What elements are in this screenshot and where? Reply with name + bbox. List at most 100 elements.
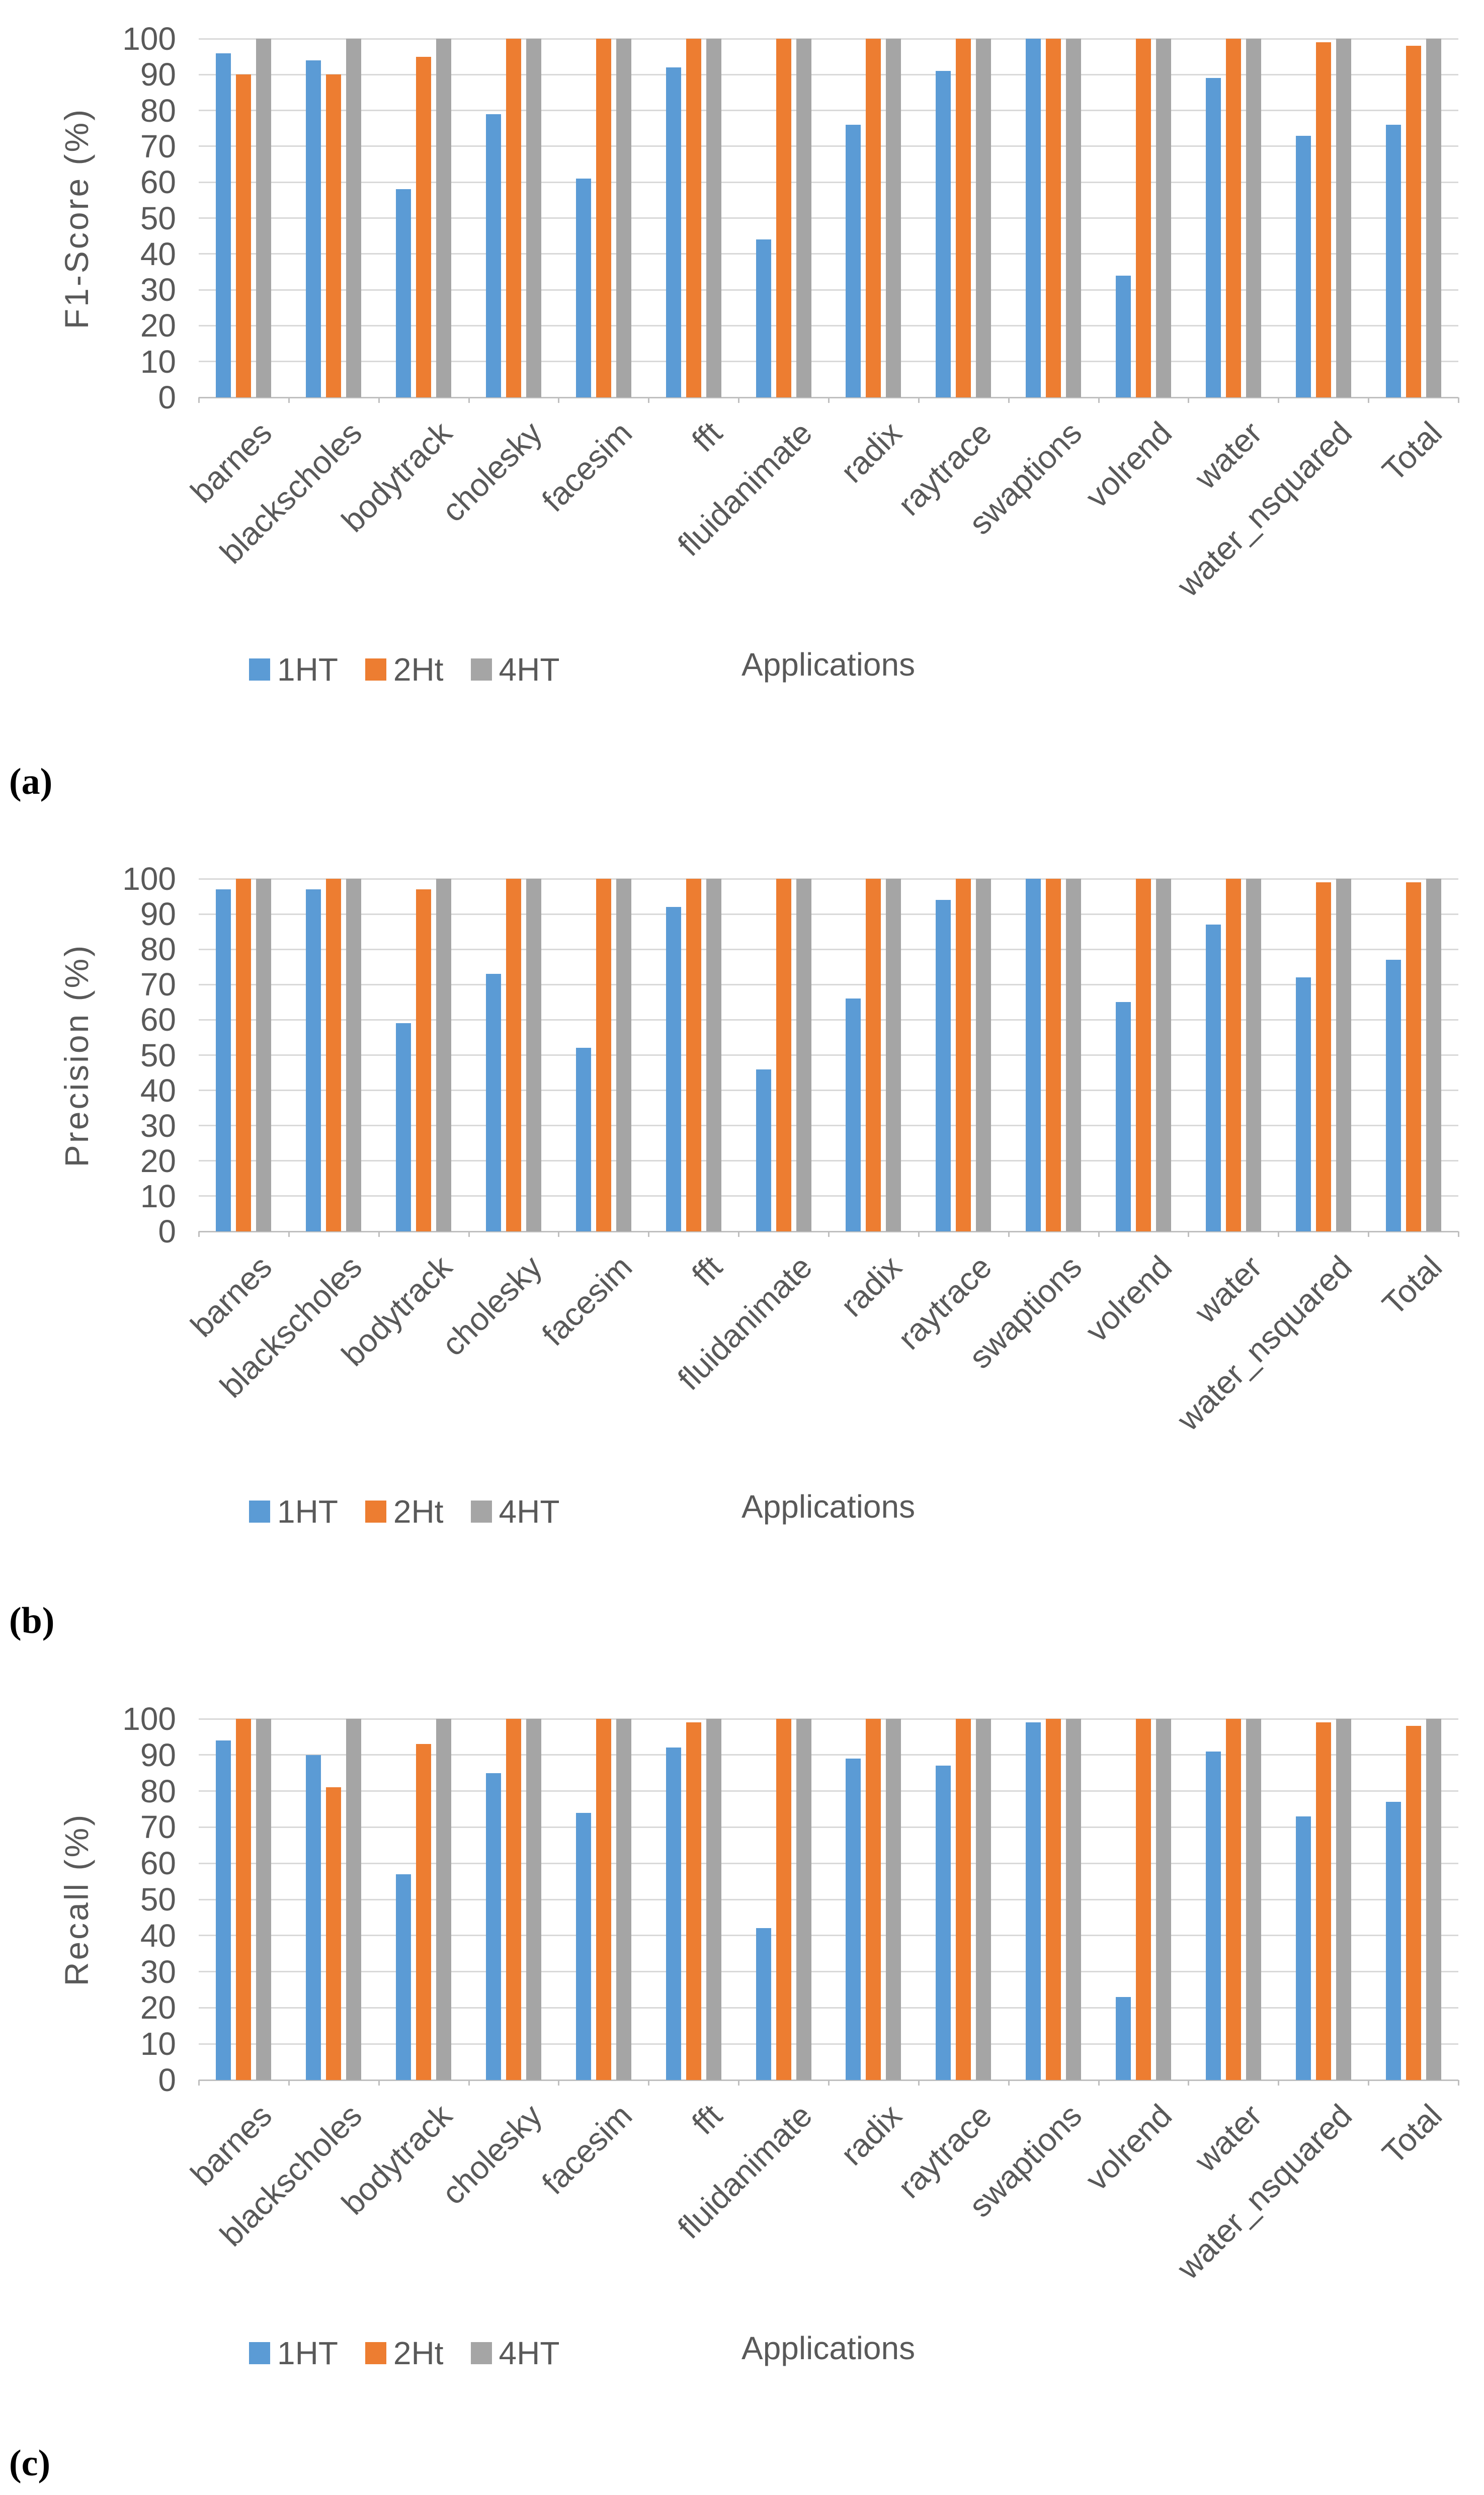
y-tick-label: 70: [140, 128, 176, 164]
bar: [956, 39, 971, 397]
bar: [686, 879, 701, 1231]
gridline: [199, 1935, 1458, 1937]
plot-area: [198, 878, 1459, 1237]
bar: [236, 1719, 252, 2080]
gridline: [199, 145, 1458, 147]
bar: [1026, 879, 1041, 1231]
category-axis-tick: [558, 1231, 560, 1237]
category-axis-tick: [648, 397, 650, 403]
gridline: [199, 253, 1458, 255]
bar: [596, 879, 611, 1231]
legend-swatch: [470, 658, 492, 681]
bar: [526, 879, 541, 1231]
chart-f1-score: F1-Score (%) 0 10 20 30 40 50 60 70 80 90 100 barnes…: [0, 0, 1484, 805]
bar: [326, 879, 342, 1231]
bar: [616, 1719, 631, 2080]
bar: [756, 1069, 771, 1231]
bar: [886, 1719, 901, 2080]
legend-item: 4HT: [470, 651, 559, 688]
y-tick-label: 80: [140, 931, 176, 968]
bar: [346, 879, 362, 1231]
bar: [846, 999, 861, 1231]
bar: [596, 1719, 611, 2080]
legend-label: 1HT: [277, 2335, 338, 2371]
bar: [575, 179, 591, 397]
y-tick-label: 90: [140, 56, 176, 93]
bar: [756, 239, 771, 397]
bar: [1066, 879, 1082, 1231]
y-tick-label: 10: [140, 343, 176, 380]
panel-label: (c): [9, 2443, 51, 2484]
category-axis-tick: [1098, 397, 1100, 403]
bar: [1116, 1997, 1131, 2080]
bar: [1385, 960, 1401, 1231]
category-axis-tick: [468, 397, 470, 403]
legend: 1HT 2Ht 4HT: [249, 1493, 559, 1530]
gridline: [199, 1826, 1458, 1828]
bar: [1026, 39, 1041, 397]
legend-swatch: [249, 658, 270, 681]
bar: [1156, 879, 1171, 1231]
category-axis-tick: [828, 397, 830, 403]
category-axis-tick: [1098, 1231, 1100, 1237]
bar: [846, 125, 861, 397]
y-tick-label: 100: [122, 861, 176, 897]
y-tick-label: 0: [158, 379, 176, 415]
gridline: [199, 1862, 1458, 1864]
gridline: [199, 948, 1458, 950]
bar: [1156, 1719, 1171, 2080]
bar: [1246, 1719, 1261, 2080]
y-tick-label: 100: [122, 21, 176, 57]
category-axis-tick: [648, 1231, 650, 1237]
category-axis-tick: [1368, 2080, 1370, 2086]
bar: [256, 1719, 272, 2080]
y-tick-label: 90: [140, 896, 176, 933]
gridline: [199, 110, 1458, 112]
bar: [1205, 78, 1221, 397]
legend: 1HT 2Ht 4HT: [249, 2335, 559, 2372]
chart-recall: Recall (%) 0 10 20 30 40 50 60 70 80 90 100 barnes bl…: [0, 1650, 1484, 2495]
bar: [1406, 882, 1421, 1231]
bar: [506, 39, 521, 397]
bar: [486, 974, 501, 1231]
bar: [216, 1740, 231, 2080]
bar: [216, 53, 231, 397]
legend-swatch: [365, 2342, 386, 2364]
y-tick-label: 10: [140, 2026, 176, 2062]
category-axis-tick: [1188, 1231, 1190, 1237]
category-axis-tick: [1458, 2080, 1459, 2086]
bar: [936, 1766, 951, 2080]
gridline: [199, 1790, 1458, 1792]
legend: 1HT 2Ht 4HT: [249, 651, 559, 688]
bar: [526, 1719, 541, 2080]
category-axis-tick: [198, 1231, 200, 1237]
bar: [1406, 1726, 1421, 2080]
bar: [436, 1719, 452, 2080]
bar: [796, 879, 811, 1231]
bar: [396, 1023, 411, 1231]
gridline: [199, 1090, 1458, 1092]
y-tick-label: 60: [140, 1845, 176, 1882]
category-axis-tick: [198, 397, 200, 403]
bar: [866, 879, 881, 1231]
legend-item: 1HT: [249, 2335, 338, 2372]
y-tick-label: 70: [140, 966, 176, 1003]
bar: [396, 189, 411, 397]
gridline: [199, 289, 1458, 291]
gridline: [199, 913, 1458, 915]
y-tick-label: 100: [122, 1701, 176, 1737]
bar: [486, 114, 501, 397]
category-axis-tick: [828, 2080, 830, 2086]
gridline: [199, 1019, 1458, 1021]
category-axis-tick: [378, 2080, 380, 2086]
legend-swatch: [470, 2342, 492, 2364]
bar: [666, 907, 681, 1231]
bar: [976, 879, 992, 1231]
legend-label: 1HT: [277, 1493, 338, 1530]
bar: [886, 879, 901, 1231]
bar: [1385, 1802, 1401, 2080]
gridline: [199, 1125, 1458, 1127]
gridline: [199, 324, 1458, 326]
y-tick-label: 50: [140, 1881, 176, 1918]
